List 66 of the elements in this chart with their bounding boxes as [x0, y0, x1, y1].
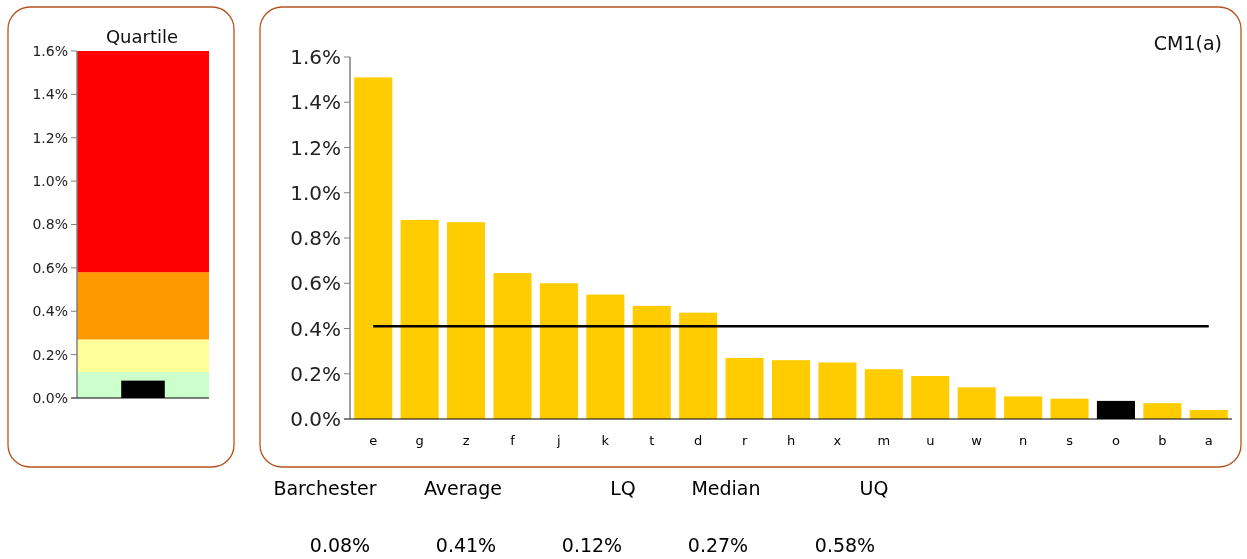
bar [586, 294, 625, 419]
y-tick-label: 0.2% [32, 346, 68, 363]
bar [1143, 403, 1182, 419]
text: 0.58% [814, 534, 876, 556]
x-tick-label: x [833, 433, 842, 448]
bar [632, 305, 671, 419]
x-tick-label: j [556, 433, 561, 448]
x-tick-label: z [462, 433, 470, 448]
y-tick-label: 0.0% [32, 389, 68, 406]
bar [864, 369, 903, 419]
y-tick-label: 1.4% [290, 90, 341, 115]
x-tick-label: b [1158, 433, 1167, 448]
text: Median [691, 477, 761, 499]
y-tick-label: 1.0% [290, 180, 341, 205]
y-tick-label: 1.6% [32, 42, 68, 59]
x-tick-label: s [1066, 433, 1074, 448]
y-tick-label: 0.8% [32, 216, 68, 233]
x-tick-label: t [649, 433, 655, 448]
text: 0.08% [309, 534, 371, 556]
bar [400, 219, 439, 419]
text: Average [423, 477, 503, 499]
bar [1050, 398, 1089, 419]
y-tick-label: 1.2% [290, 135, 341, 160]
y-tick-label: 1.0% [32, 173, 68, 190]
x-tick-label: k [601, 433, 610, 448]
text: Barchester [273, 477, 377, 499]
y-tick-label: 1.4% [32, 86, 68, 103]
bar [911, 376, 950, 419]
x-tick-label: m [877, 433, 891, 448]
y-tick-label: 0.6% [290, 271, 341, 296]
y-tick-label: 1.2% [32, 129, 68, 146]
text: LQ [610, 477, 636, 499]
y-tick-label: 0.0% [290, 407, 341, 431]
x-tick-label: a [1204, 433, 1213, 448]
bar [1004, 396, 1043, 419]
x-tick-label: u [926, 433, 935, 448]
bar [771, 360, 811, 419]
x-tick-label: g [415, 433, 424, 448]
x-tick-label: w [971, 433, 983, 448]
y-tick-label: 0.4% [32, 303, 68, 320]
bar [679, 312, 718, 419]
chart-title: CM1(a) [1153, 32, 1222, 54]
text: 0.12% [561, 534, 623, 556]
x-tick-label: r [741, 433, 748, 448]
bar [957, 387, 996, 419]
y-tick-label: 0.8% [290, 226, 341, 250]
text: UQ [859, 477, 889, 499]
y-tick-label: 1.6% [290, 45, 341, 69]
text: 0.27% [687, 534, 749, 556]
bar [493, 273, 532, 419]
x-tick-label: d [694, 433, 703, 448]
x-tick-label: f [510, 433, 516, 448]
y-tick-label: 0.6% [32, 259, 68, 276]
bar [354, 77, 393, 419]
bar [539, 283, 578, 419]
x-tick-label: h [786, 433, 796, 448]
y-tick-label: 0.2% [290, 361, 341, 386]
bar [447, 222, 486, 419]
y-tick-label: 0.4% [290, 316, 341, 341]
bar [725, 357, 764, 419]
x-tick-label: n [1018, 433, 1028, 448]
x-tick-label: e [369, 433, 378, 448]
text: 0.41% [435, 534, 497, 556]
bar [818, 362, 857, 419]
chart-title: Quartile [105, 26, 179, 47]
x-tick-label: o [1111, 433, 1120, 448]
